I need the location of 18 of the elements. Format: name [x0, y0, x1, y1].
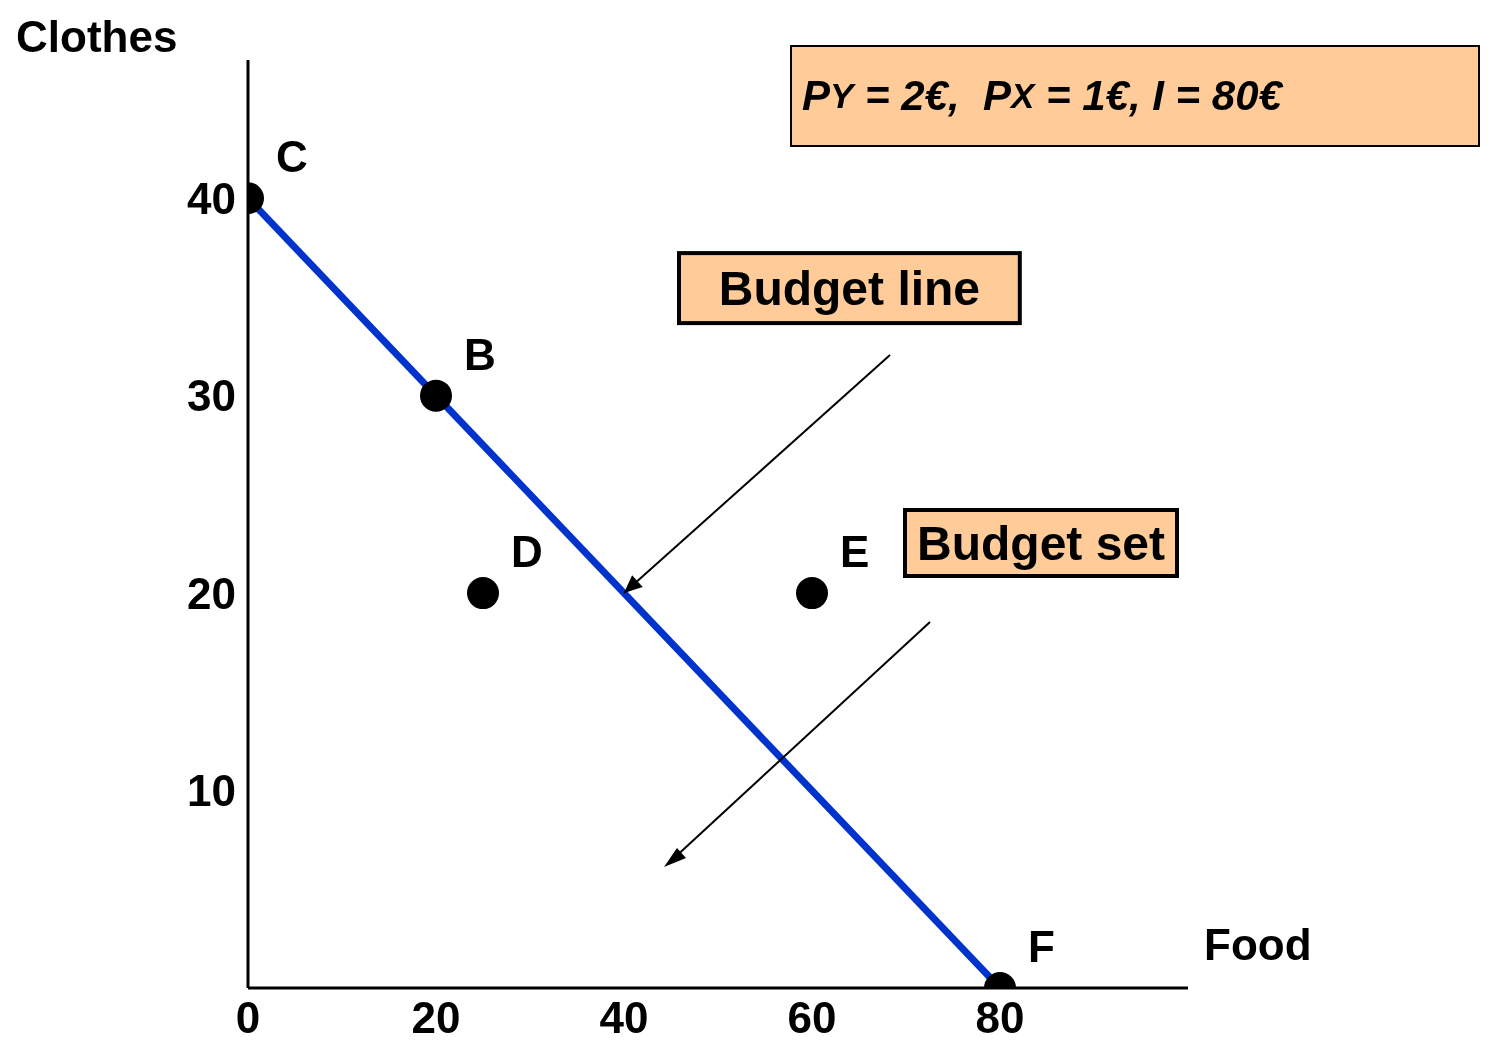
x-tick-label: 60 — [787, 993, 837, 1043]
data-label: B — [464, 329, 496, 379]
data-label: E — [840, 527, 870, 577]
y-tick-label: 40 — [187, 173, 236, 223]
y-tick-label: 20 — [187, 568, 236, 618]
x-tick-label: 0 — [235, 993, 261, 1043]
y-tick-label: 30 — [187, 371, 236, 421]
data-label: D — [511, 527, 543, 577]
label-box: Budget set — [903, 508, 1179, 578]
y-axis-title: Clothes — [16, 12, 178, 62]
x-axis-title: Food — [1204, 920, 1312, 970]
annotation: Budget line — [718, 261, 981, 315]
x-tick-label: 40 — [599, 993, 649, 1043]
x-tick-label: 80 — [975, 993, 1025, 1043]
data-label: C — [276, 132, 308, 182]
y-tick-label: 10 — [187, 766, 236, 816]
x-tick-label: 20 — [411, 993, 461, 1043]
data-label: F — [1028, 922, 1055, 971]
